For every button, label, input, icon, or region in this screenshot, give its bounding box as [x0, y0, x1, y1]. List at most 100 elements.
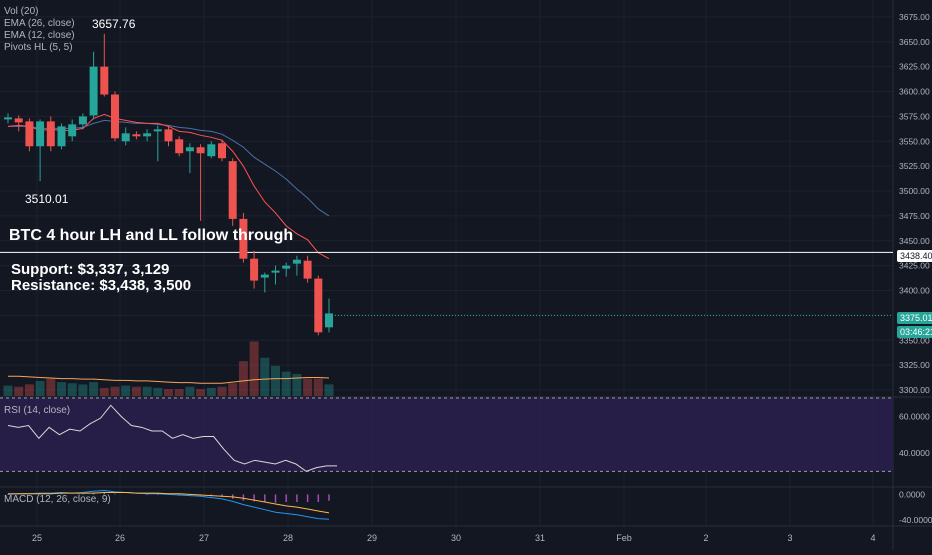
volume-bar [228, 383, 238, 396]
legend-ema26[interactable]: EMA (26, close) [4, 18, 75, 29]
x-tick-label: 4 [870, 533, 875, 543]
volume-bar [3, 385, 13, 396]
volume-bar [78, 384, 88, 396]
headline-annotation: BTC 4 hour LH and LL follow through [9, 227, 294, 244]
volume-bar [99, 387, 109, 396]
candle-body [164, 129, 173, 142]
x-tick-label: 29 [367, 533, 377, 543]
y-tick-label: 3650.00 [899, 37, 930, 47]
y-tick-label: 3675.00 [899, 12, 930, 22]
rsi-label[interactable]: RSI (14, close) [4, 405, 71, 416]
macd-signal-line [8, 491, 330, 514]
candle-body [314, 278, 323, 333]
x-tick-label: 30 [451, 533, 461, 543]
volume-bar [324, 384, 334, 396]
y-tick-label: 3475.00 [899, 211, 930, 221]
candle-body [207, 144, 216, 157]
macd-tick-label: 0.0000 [899, 489, 925, 499]
y-tick-label: 3600.00 [899, 87, 930, 97]
legend-pivots[interactable]: Pivots HL (5, 5) [4, 42, 73, 53]
volume-bar [196, 389, 206, 396]
volume-bar [57, 382, 66, 396]
volume-bar [313, 378, 323, 396]
candle-body [153, 129, 162, 132]
x-tick-label: 28 [283, 533, 293, 543]
volume-bar [121, 385, 131, 396]
legend-vol[interactable]: Vol (20) [4, 6, 39, 17]
rsi-tick-label: 40.0000 [899, 448, 930, 458]
candle-body [303, 260, 312, 279]
legend-ema12[interactable]: EMA (12, close) [4, 30, 75, 41]
candle-body [121, 133, 130, 142]
last-price-tag: 3375.01 [897, 312, 932, 324]
candle-body [89, 66, 98, 116]
x-tick-label: 26 [115, 533, 125, 543]
macd-label[interactable]: MACD (12, 26, close, 9) [4, 494, 111, 505]
rsi-band [0, 398, 893, 472]
volume-bar [142, 386, 152, 396]
support-annotation: Support: $3,337, 3,129 [11, 261, 170, 278]
y-tick-label: 3550.00 [899, 136, 930, 146]
x-tick-label: 25 [32, 533, 42, 543]
volume-bar [67, 383, 77, 396]
volume-bar [217, 386, 227, 396]
volume-bar [271, 365, 280, 396]
macd-tick-label: -40.0000 [899, 515, 932, 525]
volume-bar [206, 387, 216, 396]
rsi-line [7, 404, 337, 472]
candle-body [271, 270, 280, 273]
candle-body [36, 121, 45, 147]
candle-body [260, 274, 269, 278]
volume-bar [153, 387, 163, 396]
volume-bar [46, 378, 56, 396]
pivot-high-label: 3657.76 [92, 17, 136, 31]
candle-body [4, 117, 12, 120]
candle-body [68, 124, 77, 137]
volume-bar [174, 389, 184, 396]
y-tick-label: 3325.00 [899, 360, 930, 370]
y-tick-label: 3350.00 [899, 335, 930, 345]
candle-body [228, 161, 237, 219]
x-tick-label: 3 [787, 533, 792, 543]
volume-bar [89, 382, 99, 396]
candle-body [292, 259, 301, 264]
y-tick-label: 3425.00 [899, 261, 930, 271]
y-tick-label: 3575.00 [899, 111, 930, 121]
volume-bar [281, 371, 291, 396]
volume-bar [292, 373, 302, 396]
y-tick-label: 3500.00 [899, 186, 930, 196]
x-tick-label: 31 [535, 533, 545, 543]
candle-body [185, 147, 194, 152]
candle-body [46, 121, 55, 147]
resistance-price-tag: 3438.40 [897, 250, 932, 262]
volume-bar [164, 389, 173, 396]
rsi-tick-label: 60.0000 [899, 411, 930, 421]
candle-body [14, 118, 23, 123]
candle-body [325, 313, 333, 328]
y-tick-label: 3450.00 [899, 236, 930, 246]
candle-body [57, 126, 66, 147]
y-tick-label: 3300.00 [899, 385, 930, 395]
candle-body [25, 121, 34, 147]
volume-bar [131, 386, 141, 396]
countdown-tag: 03:46:21 [897, 326, 932, 338]
volume-bar [24, 384, 34, 396]
x-tick-label: 2 [703, 533, 708, 543]
main-legend: Vol (20) EMA (26, close) EMA (12, close)… [4, 6, 75, 54]
candle-body [239, 218, 248, 259]
volume-bar [303, 378, 313, 396]
volume-bar [110, 386, 120, 396]
candle-body [250, 258, 259, 281]
volume-bar [14, 386, 24, 396]
volume-bar [249, 341, 259, 396]
volume-bar [238, 361, 248, 396]
candle-body [132, 134, 141, 137]
pivot-low-label: 3510.01 [25, 192, 69, 206]
volume-bar [35, 380, 45, 396]
y-tick-label: 3400.00 [899, 286, 930, 296]
volume-bar [260, 357, 270, 396]
y-tick-label: 3625.00 [899, 62, 930, 72]
volume-ma-line [8, 375, 330, 384]
candle-body [196, 147, 205, 154]
candle-body [218, 143, 226, 159]
